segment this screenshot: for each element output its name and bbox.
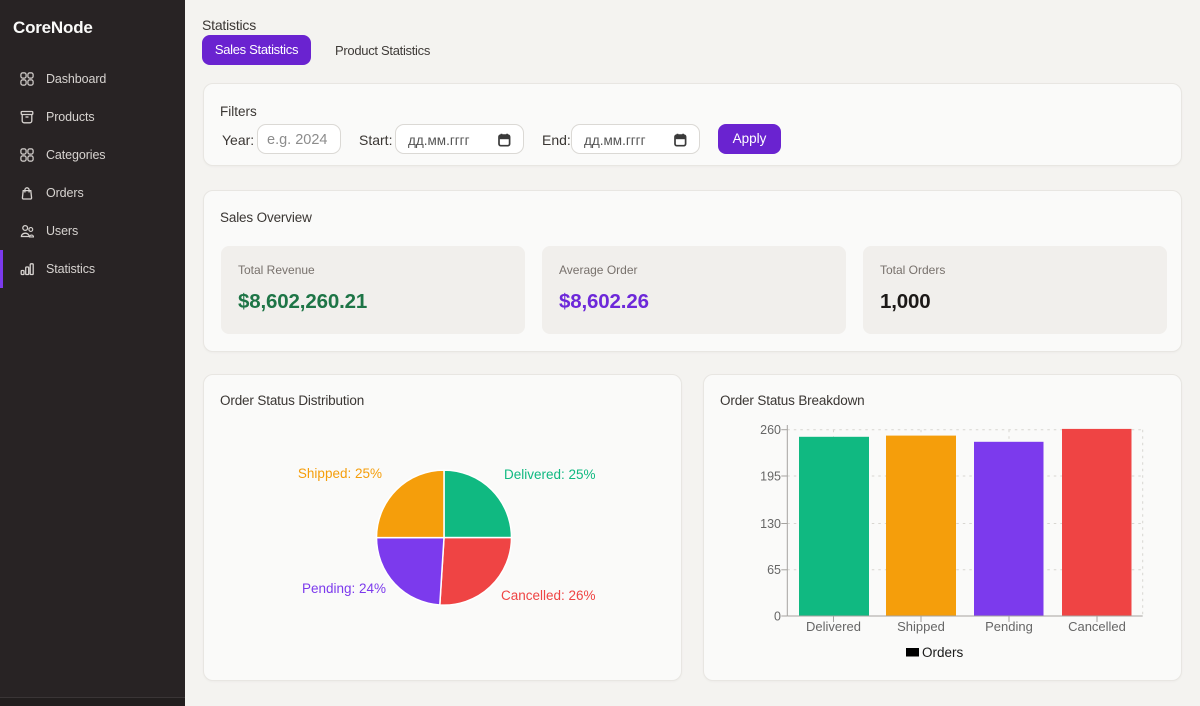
svg-text:Cancelled: Cancelled <box>1068 619 1126 634</box>
svg-text:Pending: Pending <box>985 619 1033 634</box>
svg-text:Orders: Orders <box>922 645 964 660</box>
svg-text:Delivered: Delivered <box>806 619 861 634</box>
svg-text:0: 0 <box>774 609 781 623</box>
svg-text:Shipped: Shipped <box>897 619 945 634</box>
svg-text:260: 260 <box>760 423 781 437</box>
svg-text:65: 65 <box>767 563 781 577</box>
svg-text:130: 130 <box>760 517 781 531</box>
svg-text:195: 195 <box>760 469 781 483</box>
